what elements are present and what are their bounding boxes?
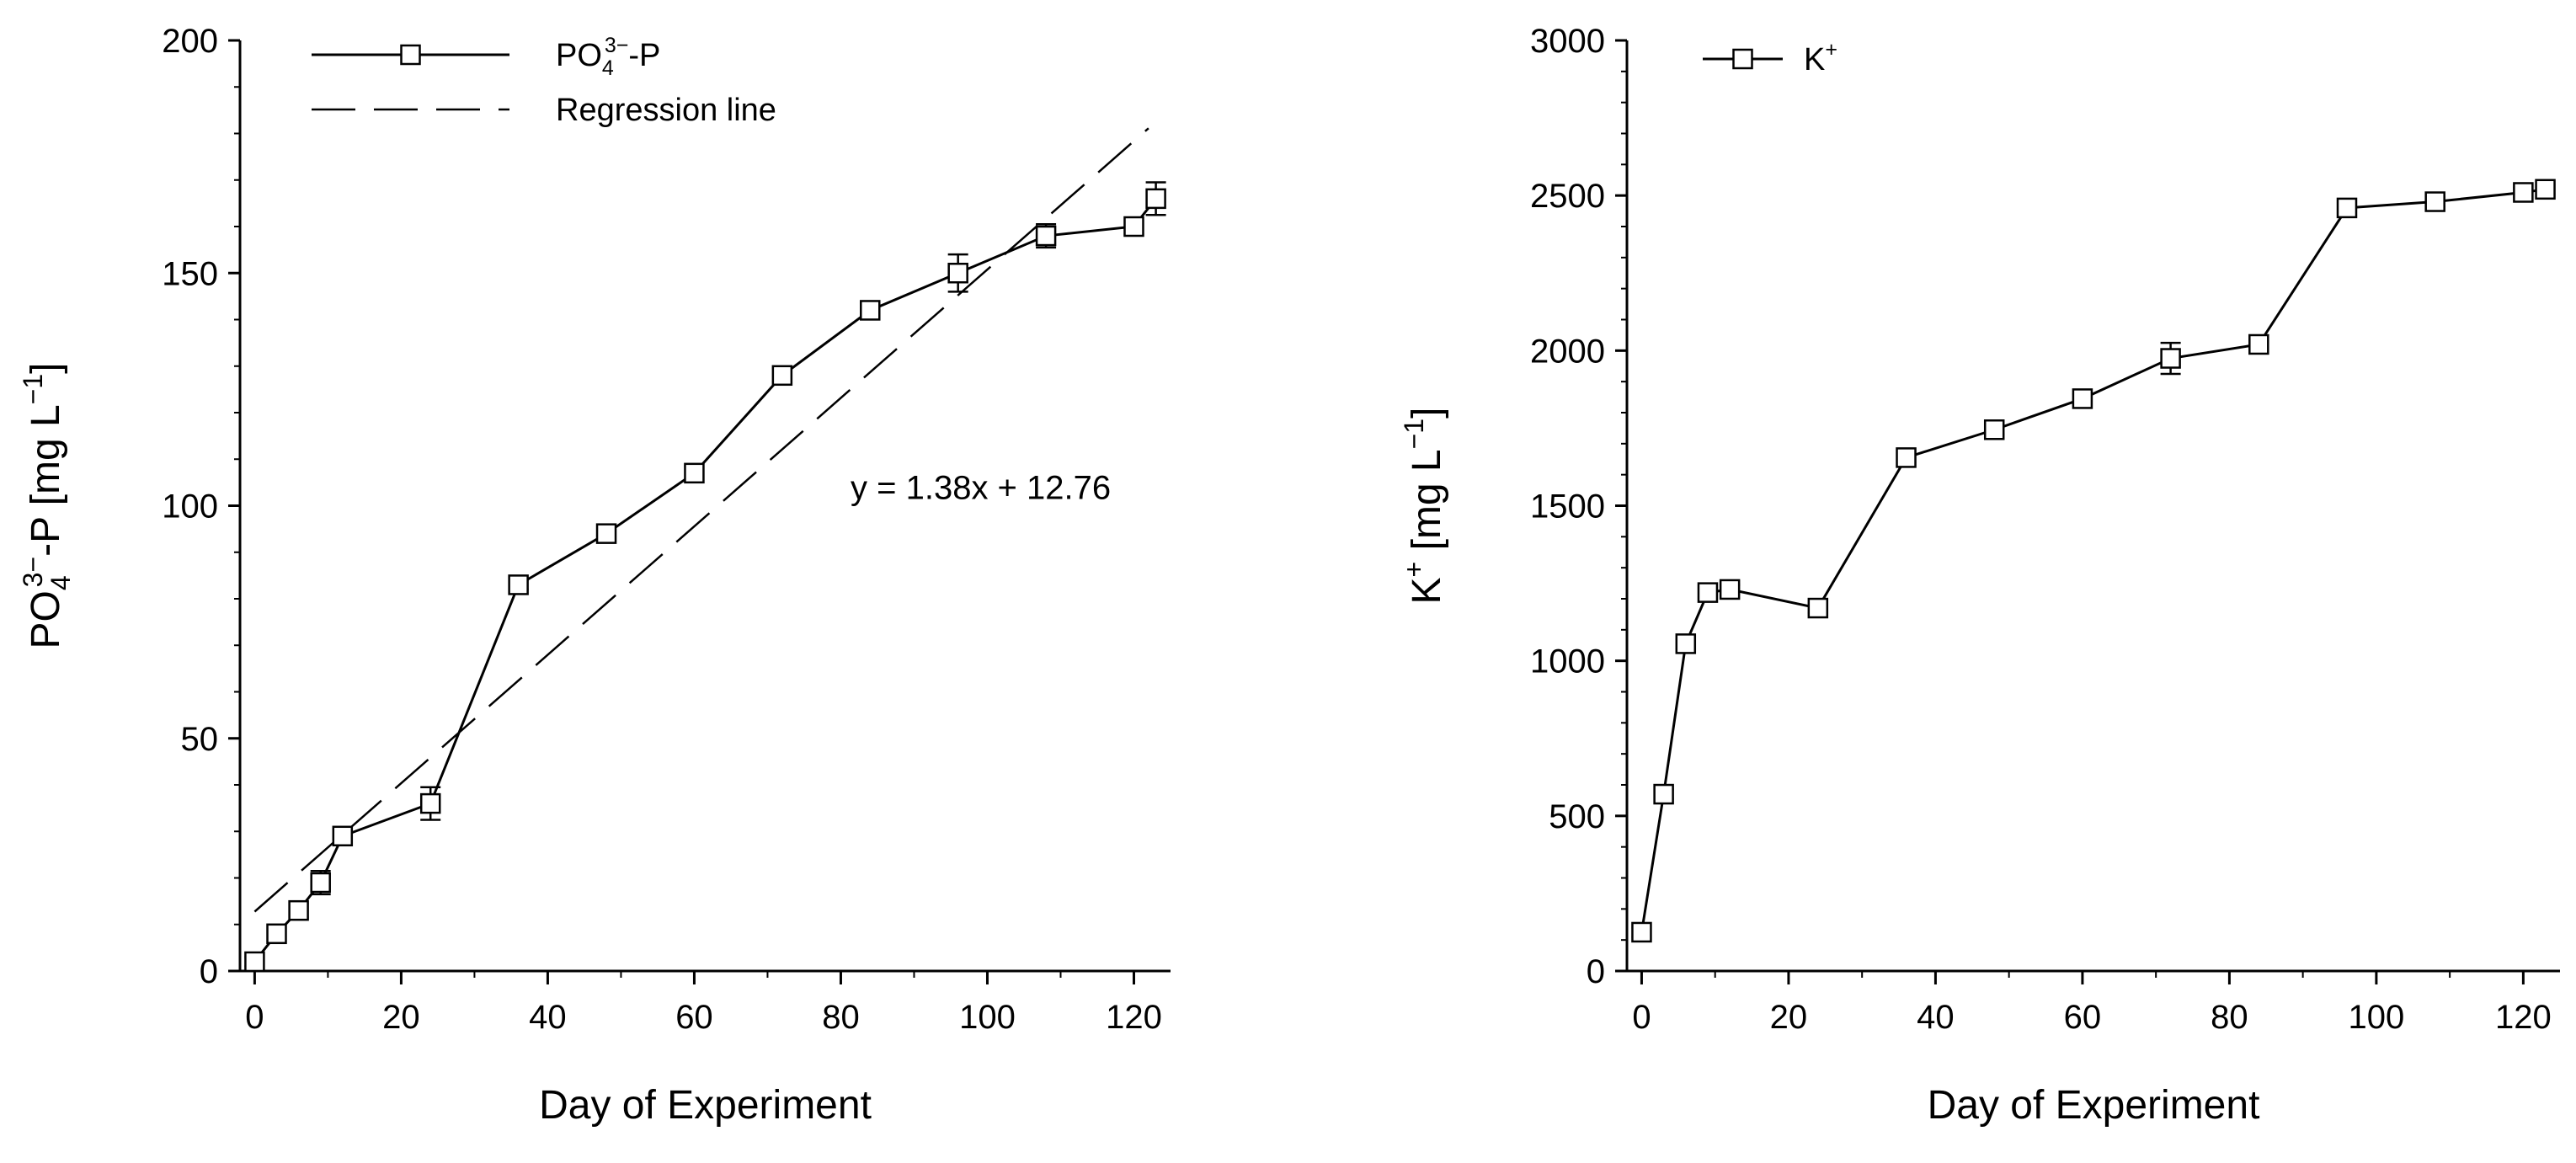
- label-part: -P: [628, 38, 660, 73]
- label-superscript: 3−: [605, 34, 629, 57]
- chart-panel-phosphate: 0 50 100 150 200 0 20 40 60 80 100 120 Day of Experi…: [18, 23, 1171, 1128]
- label-part: ]: [24, 363, 68, 374]
- x-tick-label: 100: [959, 999, 1016, 1036]
- chart-panel-potassium: 0 500 1000 1500 2000 2500 3000 0 20 40 60 80 100 120 D…: [1399, 23, 2560, 1128]
- x-tick-label: 100: [2349, 999, 2405, 1036]
- y-tick-label: 3000: [1530, 23, 1605, 60]
- data-point: [1653, 783, 1674, 805]
- x-axis-title: Day of Experiment: [1928, 1083, 2260, 1128]
- y-tick-label: 500: [1549, 798, 1605, 835]
- legend-label: K+: [1804, 38, 1837, 77]
- data-point: [1896, 447, 1917, 468]
- y-tick-label: 0: [200, 953, 218, 990]
- y-tick-label: 0: [1587, 953, 1605, 990]
- x-tick-label: 40: [529, 999, 567, 1036]
- x-tick-label: 120: [2495, 999, 2552, 1036]
- y-axis-title: K+ [mg L−1]: [1399, 408, 1449, 605]
- data-point: [2072, 388, 2093, 409]
- x-tick-label: 60: [2064, 999, 2102, 1036]
- y-tick-label: 2500: [1530, 178, 1605, 215]
- data-point: [684, 462, 705, 484]
- x-tick-label: 60: [675, 999, 713, 1036]
- data-point: [1675, 633, 1697, 654]
- label-superscript: +: [1825, 38, 1837, 61]
- regression-line: [253, 127, 1149, 913]
- data-point: [2424, 191, 2445, 212]
- label-superscript: 3−: [18, 557, 48, 587]
- data-point: [1807, 597, 1829, 619]
- y-tick-label: 50: [181, 721, 219, 758]
- data-point: [1035, 225, 1057, 247]
- label-part: Regression line: [556, 93, 776, 128]
- legend-label: PO43−-P: [556, 34, 660, 80]
- y-tick-label: 200: [162, 23, 218, 60]
- data-point: [2336, 197, 2358, 219]
- data-point: [947, 263, 968, 284]
- data-point: [244, 951, 265, 973]
- series-line: [1640, 188, 2546, 933]
- y-tick-label: 100: [162, 488, 218, 525]
- data-point: [1697, 582, 1719, 603]
- data-point: [266, 923, 287, 945]
- x-tick-label: 80: [2211, 999, 2248, 1036]
- data-point: [1145, 188, 1166, 210]
- label-superscript: −1: [18, 374, 48, 404]
- label-part: K: [1405, 577, 1449, 604]
- data-point: [860, 300, 881, 321]
- x-axis-title: Day of Experiment: [539, 1083, 872, 1128]
- label-superscript: −1: [1399, 419, 1429, 449]
- y-axis-title: PO43−-P [mg L−1]: [18, 363, 76, 649]
- data-point: [1719, 579, 1741, 600]
- y-tick-label: 1000: [1530, 643, 1605, 680]
- x-tick-label: 80: [822, 999, 860, 1036]
- data-point: [595, 523, 617, 544]
- data-point: [2160, 348, 2181, 369]
- label-part: -P [mg L: [24, 404, 68, 557]
- label-part: [mg L: [1405, 449, 1449, 561]
- label-superscript: +: [1399, 562, 1429, 578]
- label-part: ]: [1405, 408, 1449, 419]
- data-point: [288, 899, 309, 921]
- data-point: [310, 872, 331, 894]
- data-point: [771, 365, 793, 387]
- x-tick-label: 0: [1632, 999, 1651, 1036]
- y-tick-label: 1500: [1530, 488, 1605, 525]
- label-part: PO: [24, 590, 68, 648]
- regression-equation: y = 1.38x + 12.76: [851, 470, 1111, 507]
- legend-marker: [400, 44, 421, 66]
- y-tick-label: 150: [162, 255, 218, 292]
- x-tick-label: 0: [245, 999, 264, 1036]
- x-tick-label: 20: [382, 999, 420, 1036]
- x-tick-label: 20: [1770, 999, 1808, 1036]
- data-point: [1631, 921, 1652, 943]
- x-tick-label: 120: [1106, 999, 1162, 1036]
- data-point: [2535, 179, 2556, 200]
- label-subscript: 4: [602, 56, 614, 80]
- legend-marker: [1732, 48, 1753, 70]
- label-part: PO: [556, 38, 602, 73]
- data-point: [332, 825, 354, 847]
- series-line: [253, 197, 1157, 963]
- data-point: [2513, 182, 2534, 203]
- data-point: [419, 792, 441, 814]
- data-point: [1983, 419, 2005, 440]
- label-subscript: 4: [45, 575, 76, 590]
- y-tick-label: 2000: [1530, 333, 1605, 370]
- data-point: [508, 574, 529, 595]
- x-tick-label: 40: [1917, 999, 1955, 1036]
- label-part: K: [1804, 42, 1825, 77]
- data-point: [2248, 333, 2269, 355]
- data-point: [1123, 216, 1144, 237]
- legend-label: Regression line: [556, 93, 776, 128]
